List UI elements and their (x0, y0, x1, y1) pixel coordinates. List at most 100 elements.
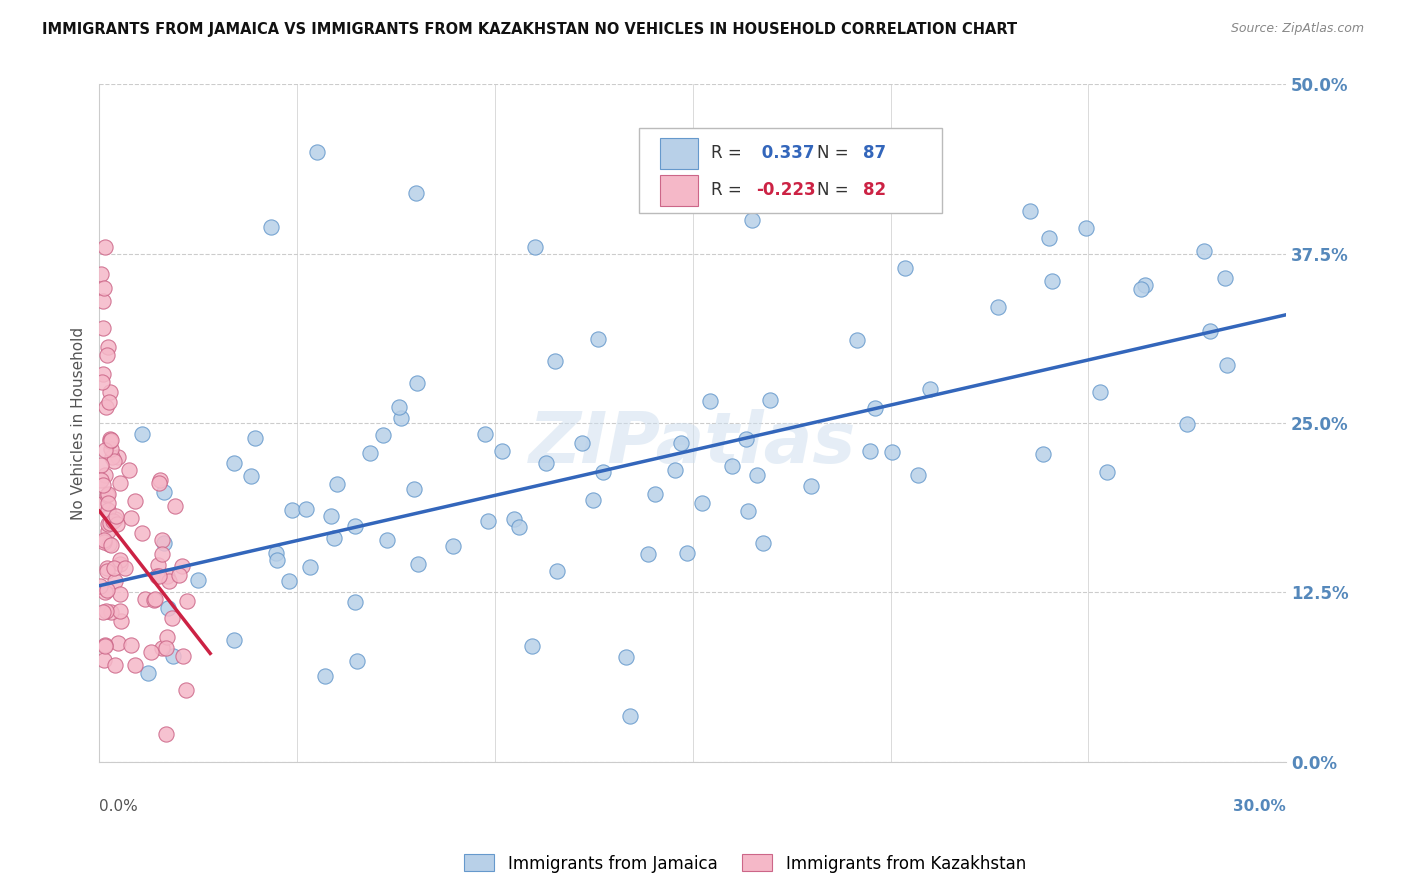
Point (1088, 384, 1111, 399)
Point (582, 493, 605, 508)
Y-axis label: No Vehicles in Household: No Vehicles in Household (72, 326, 86, 520)
Point (103, 561, 125, 575)
Point (389, 411, 412, 425)
Point (136, 665, 159, 680)
Point (94, 604, 117, 618)
Point (592, 466, 614, 480)
Point (325, 477, 347, 491)
Point (187, 573, 209, 587)
FancyBboxPatch shape (659, 138, 697, 169)
Point (96, 561, 118, 575)
Point (747, 468, 769, 483)
Point (737, 504, 759, 518)
Point (305, 145, 328, 160)
Text: 0.0%: 0.0% (100, 799, 138, 814)
Point (91, 497, 114, 511)
Point (1192, 244, 1215, 258)
Point (162, 649, 184, 664)
Point (148, 558, 170, 572)
Point (131, 526, 153, 541)
Point (224, 456, 246, 470)
Point (503, 511, 526, 525)
Point (104, 512, 127, 526)
Point (344, 595, 367, 609)
Point (94, 639, 117, 653)
Point (404, 483, 426, 497)
Point (752, 536, 775, 550)
Point (118, 463, 141, 477)
Point (100, 433, 122, 447)
Point (150, 641, 173, 656)
Point (1213, 270, 1236, 285)
Point (520, 639, 543, 653)
Point (1038, 230, 1060, 244)
Point (377, 533, 399, 547)
Point (96, 564, 118, 578)
Point (152, 484, 174, 499)
Point (148, 569, 170, 583)
Point (97, 496, 120, 510)
Point (139, 645, 162, 659)
Point (406, 557, 429, 571)
Point (150, 547, 173, 561)
Point (359, 446, 381, 460)
Point (124, 658, 146, 673)
Point (93, 653, 115, 667)
Point (406, 376, 429, 390)
Point (145, 592, 167, 607)
Point (98, 394, 121, 409)
Point (98, 433, 121, 447)
Point (170, 558, 193, 573)
Point (174, 683, 197, 698)
Point (675, 546, 697, 560)
Point (1019, 204, 1042, 219)
Point (880, 444, 903, 458)
Point (491, 443, 513, 458)
Point (343, 518, 366, 533)
Point (644, 487, 666, 501)
Point (863, 401, 886, 416)
Point (371, 428, 394, 442)
Point (97, 524, 120, 538)
Point (94, 401, 117, 415)
Point (152, 536, 174, 550)
Text: N =: N = (817, 181, 855, 199)
Point (91, 367, 114, 381)
Point (172, 648, 194, 663)
Point (107, 636, 129, 650)
Point (281, 502, 304, 516)
Point (243, 431, 266, 445)
Point (619, 709, 641, 723)
Point (264, 545, 287, 559)
Text: 82: 82 (862, 181, 886, 199)
Point (735, 432, 758, 446)
Point (97, 517, 120, 532)
Point (388, 401, 411, 415)
Legend: Immigrants from Jamaica, Immigrants from Kazakhstan: Immigrants from Jamaica, Immigrants from… (458, 847, 1032, 880)
Point (690, 496, 713, 510)
Text: 0.337: 0.337 (755, 145, 814, 162)
Point (155, 641, 177, 656)
Text: IMMIGRANTS FROM JAMAICA VS IMMIGRANTS FROM KAZAKHSTAN NO VEHICLES IN HOUSEHOLD C: IMMIGRANTS FROM JAMAICA VS IMMIGRANTS FR… (42, 22, 1018, 37)
Point (664, 463, 686, 477)
Text: N =: N = (817, 145, 855, 162)
Text: 87: 87 (862, 145, 886, 162)
Point (1032, 447, 1054, 461)
Point (131, 427, 153, 442)
Point (546, 564, 568, 578)
Point (405, 186, 427, 200)
Point (314, 669, 336, 683)
Point (97, 486, 120, 500)
Point (523, 240, 546, 254)
Point (637, 548, 659, 562)
Text: -0.223: -0.223 (755, 181, 815, 199)
Text: ZIPatlas: ZIPatlas (529, 409, 856, 478)
Point (148, 476, 170, 491)
Point (176, 594, 198, 608)
Point (90, 458, 112, 472)
Text: R =: R = (710, 181, 747, 199)
Point (295, 501, 318, 516)
Point (107, 450, 129, 464)
Point (93, 533, 115, 547)
Point (108, 553, 131, 567)
